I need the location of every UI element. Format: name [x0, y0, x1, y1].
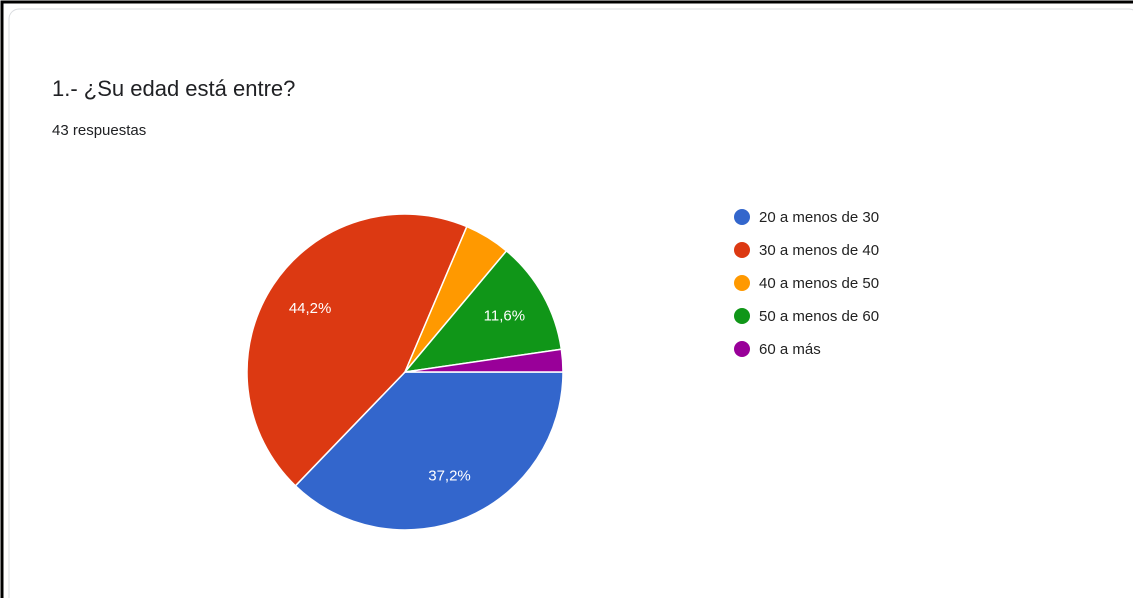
legend-label: 50 a menos de 60	[759, 308, 879, 325]
chart-title: 1.- ¿Su edad está entre?	[52, 76, 295, 101]
legend-swatch	[734, 308, 750, 324]
pie-slice	[404, 348, 564, 373]
data-label: 37,2%	[428, 468, 471, 485]
pie-slice	[294, 371, 564, 531]
legend-label: 20 a menos de 30	[759, 209, 879, 226]
legend-swatch	[734, 275, 750, 291]
legend-swatch	[734, 242, 750, 258]
legend-swatch	[734, 209, 750, 225]
pie-slice	[403, 249, 563, 374]
pie-slice	[246, 213, 468, 487]
data-label: 44,2%	[289, 300, 332, 317]
chart-subtitle: 43 respuestas	[52, 122, 146, 139]
data-label: 11,6%	[484, 308, 525, 325]
legend-swatch	[734, 341, 750, 357]
legend-label: 40 a menos de 50	[759, 275, 879, 292]
legend-label: 30 a menos de 40	[759, 242, 879, 259]
legend-label: 60 a más	[759, 341, 821, 358]
